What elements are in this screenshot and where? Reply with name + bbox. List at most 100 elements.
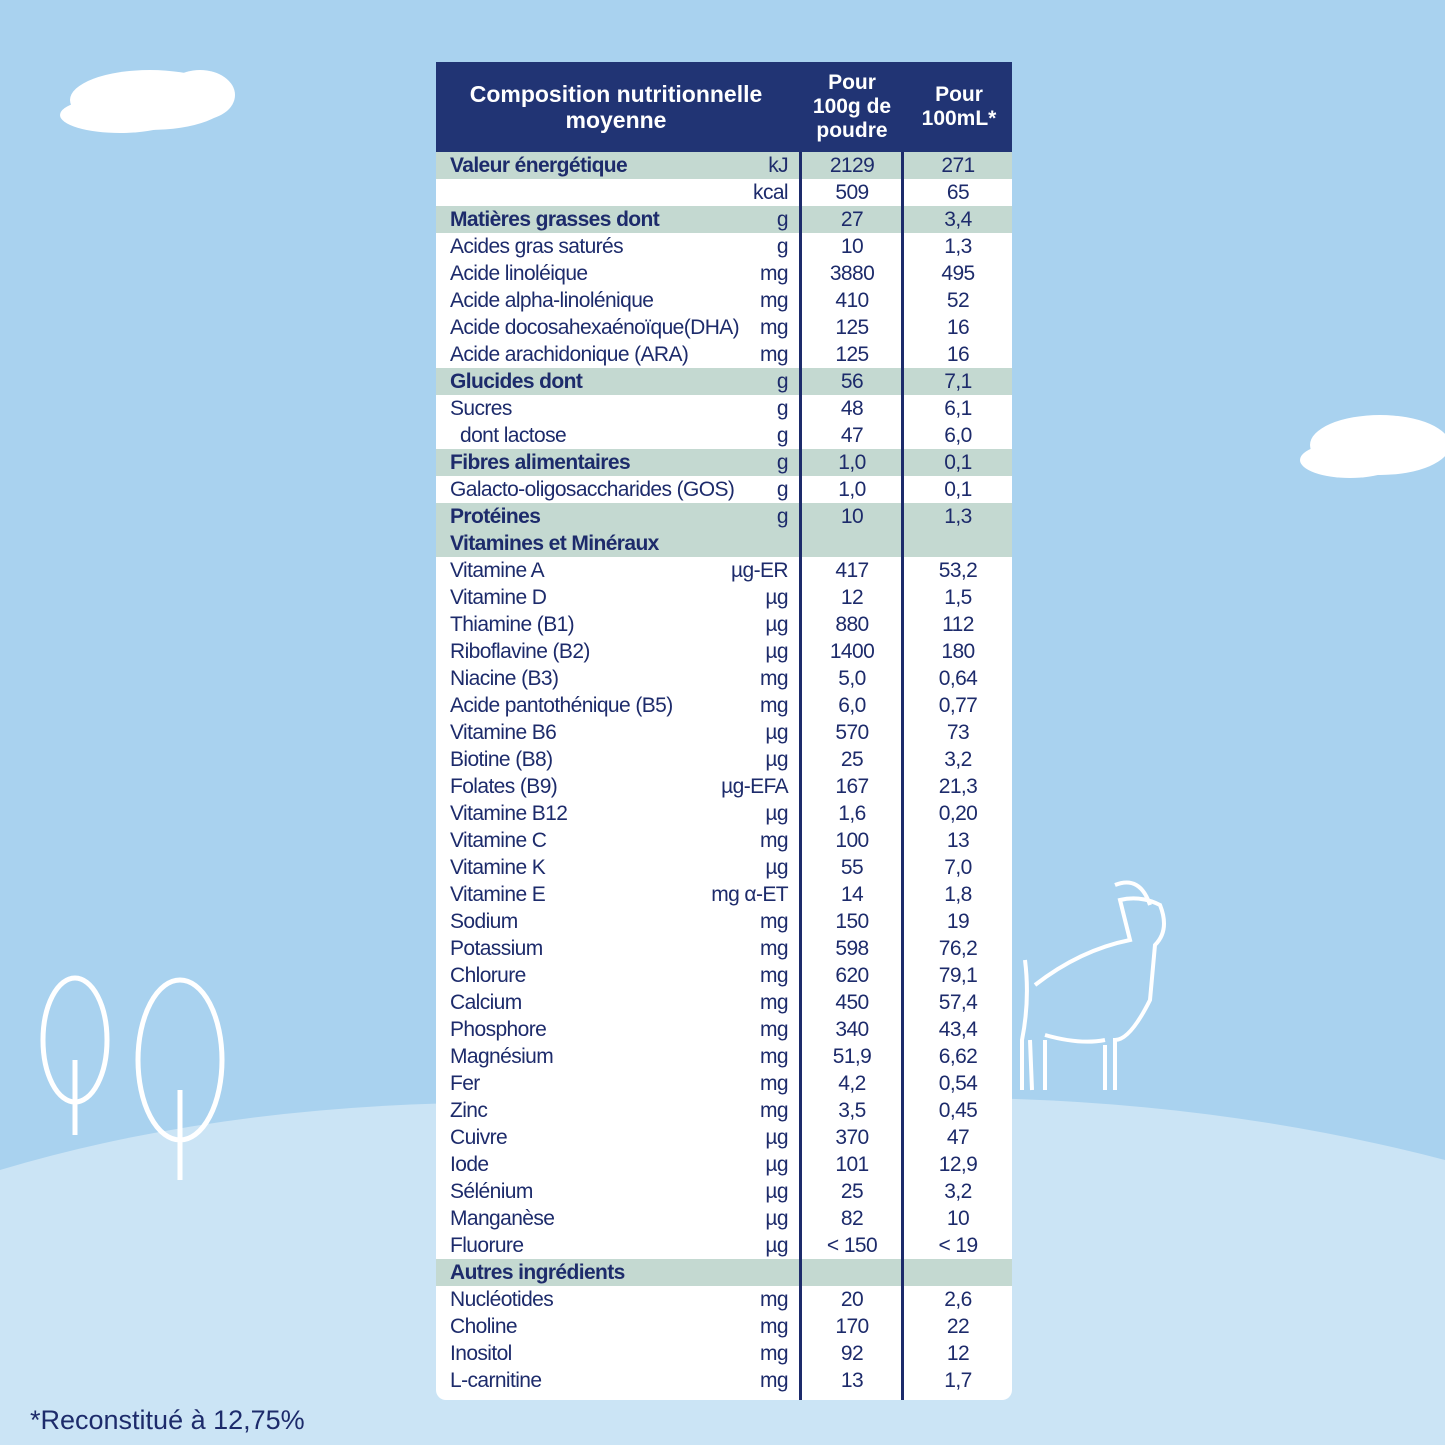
value-per-100g: 1400 (829, 640, 875, 663)
unit: mg (760, 262, 789, 285)
value-per-100ml: 7,1 (944, 370, 972, 393)
unit: mg (760, 991, 789, 1014)
value-per-100ml: 52 (946, 289, 970, 312)
unit: g (776, 208, 789, 231)
value-per-100ml: 6,62 (938, 1045, 978, 1068)
table-row: Cuivre µg 370 47 (436, 1124, 1012, 1151)
value-per-100g: 570 (835, 721, 869, 744)
table-row: Acide arachidonique (ARA) mg 125 16 (436, 341, 1012, 368)
nutrient-name: Vitamine B6 (450, 721, 557, 744)
table-row: L-carnitine mg 13 1,7 (436, 1367, 1012, 1394)
nutrient-name: Vitamine C (450, 829, 547, 852)
table-row: Vitamine C mg 100 13 (436, 827, 1012, 854)
value-per-100g: 2129 (829, 154, 875, 177)
value-per-100ml: 12 (946, 1342, 970, 1365)
header-title: Composition nutritionnelle moyenne (469, 80, 763, 133)
value-per-100g: 417 (835, 559, 869, 582)
value-per-100ml: 65 (946, 181, 970, 204)
value-per-100ml: 1,3 (944, 235, 972, 258)
value-per-100g: 25 (840, 748, 864, 771)
header-col: Pour 100mL* (921, 82, 997, 130)
nutrient-name: Fluorure (450, 1234, 524, 1257)
value-per-100ml: 1,5 (944, 586, 972, 609)
nutrient-name: Niacine (B3) (450, 667, 559, 690)
nutrient-name: Magnésium (450, 1045, 554, 1068)
unit: µg (765, 640, 788, 663)
value-per-100ml: 43,4 (938, 1018, 978, 1041)
value-per-100g: 101 (835, 1153, 869, 1176)
value-per-100g: 100 (835, 829, 869, 852)
table-row: Protéines g 10 1,3 (436, 503, 1012, 530)
value-per-100g: 92 (840, 1342, 864, 1365)
nutrient-name: Acides gras saturés (450, 235, 624, 258)
nutrient-name: Potassium (450, 937, 543, 960)
value-per-100g: 20 (840, 1288, 864, 1311)
table-row: Chlorure mg 620 79,1 (436, 962, 1012, 989)
table-row: Nucléotides mg 20 2,6 (436, 1286, 1012, 1313)
value-per-100g: 51,9 (832, 1045, 872, 1068)
unit: g (776, 235, 789, 258)
table-row: Autres ingrédients (436, 1259, 1012, 1286)
value-per-100ml: 47 (946, 1126, 970, 1149)
value-per-100ml: 1,3 (944, 505, 972, 528)
table-row: Sodium mg 150 19 (436, 908, 1012, 935)
unit: g (776, 505, 789, 528)
unit: mg (760, 694, 789, 717)
unit: mg (760, 1369, 789, 1392)
value-per-100ml: 21,3 (938, 775, 978, 798)
value-per-100ml: 12,9 (938, 1153, 978, 1176)
value-per-100ml: 7,0 (944, 856, 972, 879)
value-per-100ml: 13 (946, 829, 970, 852)
nutrient-name: Cuivre (450, 1126, 508, 1149)
nutrient-name: Acide arachidonique (ARA) (450, 343, 689, 366)
table-header: Composition nutritionnelle moyenne Pour … (436, 62, 1012, 152)
table-row: Vitamine B12 µg 1,6 0,20 (436, 800, 1012, 827)
nutrient-name: L-carnitine (450, 1369, 542, 1392)
value-per-100g: 4,2 (838, 1072, 866, 1095)
value-per-100ml: < 19 (938, 1234, 978, 1257)
table-row: Vitamine E mg α-ET 14 1,8 (436, 881, 1012, 908)
value-per-100ml: 0,1 (944, 451, 972, 474)
unit: g (776, 424, 789, 447)
value-per-100g: 125 (835, 343, 869, 366)
table-row: Glucides dont g 56 7,1 (436, 368, 1012, 395)
table-row: Vitamine A µg-ER 417 53,2 (436, 557, 1012, 584)
unit: mg (760, 1045, 789, 1068)
table-row: Acide pantothénique (B5) mg 6,0 0,77 (436, 692, 1012, 719)
value-per-100g: 1,6 (838, 802, 866, 825)
value-per-100ml: 2,6 (944, 1288, 972, 1311)
table-row: Fluorure µg < 150 < 19 (436, 1232, 1012, 1259)
nutrient-name: Galacto-oligosaccharides (GOS) (450, 478, 735, 501)
column-divider (799, 152, 802, 1400)
unit: µg (765, 1180, 788, 1203)
table-row: Fer mg 4,2 0,54 (436, 1070, 1012, 1097)
value-per-100g: 27 (840, 208, 864, 231)
table-row: Vitamine D µg 12 1,5 (436, 584, 1012, 611)
unit: mg (760, 316, 789, 339)
unit: mg (760, 1072, 789, 1095)
unit: mg (760, 1099, 789, 1122)
table-row: Acide alpha-linolénique mg 410 52 (436, 287, 1012, 314)
value-per-100ml: 19 (946, 910, 970, 933)
table-row: Acide linoléique mg 3880 495 (436, 260, 1012, 287)
value-per-100g: 598 (835, 937, 869, 960)
table-row: Niacine (B3) mg 5,0 0,64 (436, 665, 1012, 692)
value-per-100g: 12 (840, 586, 864, 609)
nutrient-name: Fibres alimentaires (450, 451, 631, 474)
nutrient-name: dont lactose (460, 424, 567, 447)
value-per-100ml: 3,4 (944, 208, 972, 231)
table-row: Riboflavine (B2) µg 1400 180 (436, 638, 1012, 665)
nutrient-name: Calcium (450, 991, 522, 1014)
value-per-100g: < 150 (826, 1234, 878, 1257)
value-per-100ml: 3,2 (944, 748, 972, 771)
nutrient-name: Vitamine K (450, 856, 546, 879)
cloud (1300, 415, 1445, 478)
unit: µg (765, 586, 788, 609)
table-row: dont lactose g 47 6,0 (436, 422, 1012, 449)
value-per-100g: 48 (840, 397, 864, 420)
table-row: Thiamine (B1) µg 880 112 (436, 611, 1012, 638)
nutrient-name: Sucres (450, 397, 512, 420)
value-per-100g: 170 (835, 1315, 869, 1338)
value-per-100g: 880 (835, 613, 869, 636)
